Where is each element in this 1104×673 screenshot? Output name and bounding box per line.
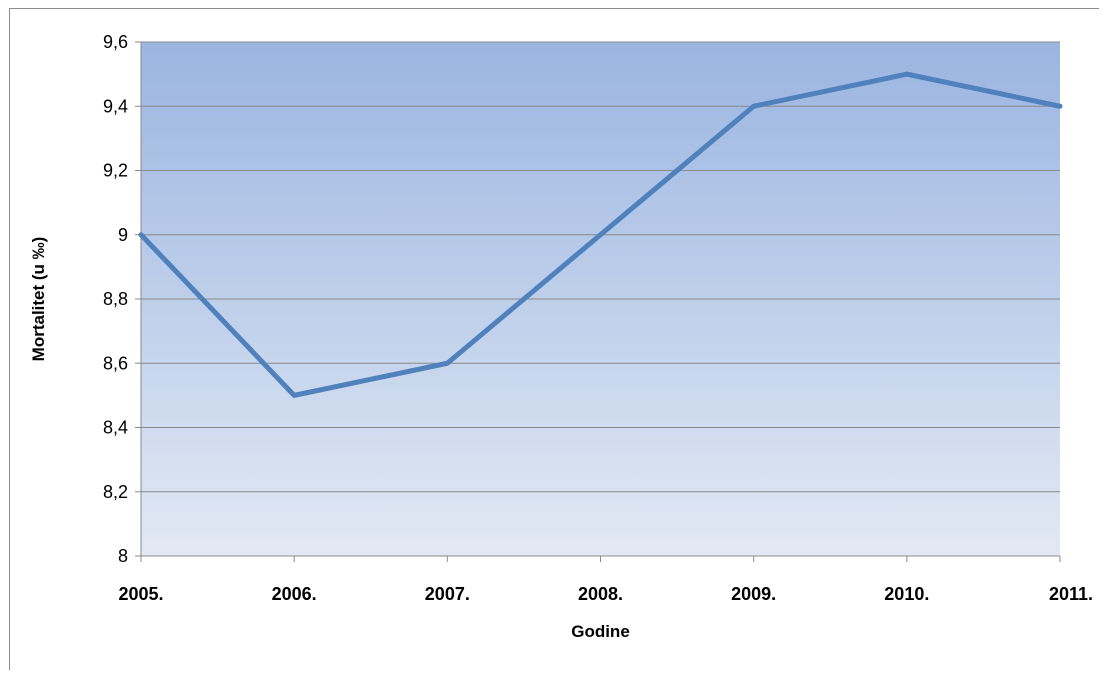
- series-line: [138, 71, 1063, 398]
- x-tick-label: 2005.: [118, 584, 163, 604]
- x-tick-label: 2011.: [1049, 584, 1093, 604]
- y-tick-label: 8,8: [103, 289, 128, 309]
- y-tick-labels: 8 8,2 8,4 8,6 8,8 9 9,2 9,4 9,6: [103, 32, 141, 566]
- y-tick-label: 8: [118, 546, 128, 566]
- x-tick-label: 2009.: [731, 584, 776, 604]
- x-tick-label: 2006.: [272, 584, 317, 604]
- x-tick-label: 2007.: [425, 584, 470, 604]
- y-tick-label: 9,2: [103, 161, 128, 181]
- x-tick-label: 2010.: [884, 584, 929, 604]
- gridlines: [141, 41, 1060, 493]
- y-tick-label: 8,2: [103, 482, 128, 502]
- y-tick-label: 8,4: [103, 418, 128, 438]
- y-axis-title: Mortalitet (u ‰): [29, 237, 48, 362]
- y-tick-label: 8,6: [103, 353, 128, 373]
- chart-frame: [9, 8, 1099, 670]
- x-axis-title: Godine: [571, 622, 630, 641]
- x-tick-label: 2008.: [578, 584, 623, 604]
- x-tick-labels: 2005. 2006. 2007. 2008. 2009. 2010. 2011.: [118, 556, 1093, 604]
- y-tick-label: 9: [118, 225, 128, 245]
- y-tick-label: 9,4: [103, 96, 128, 116]
- series-group: [138, 71, 1063, 398]
- y-tick-label: 9,6: [103, 32, 128, 52]
